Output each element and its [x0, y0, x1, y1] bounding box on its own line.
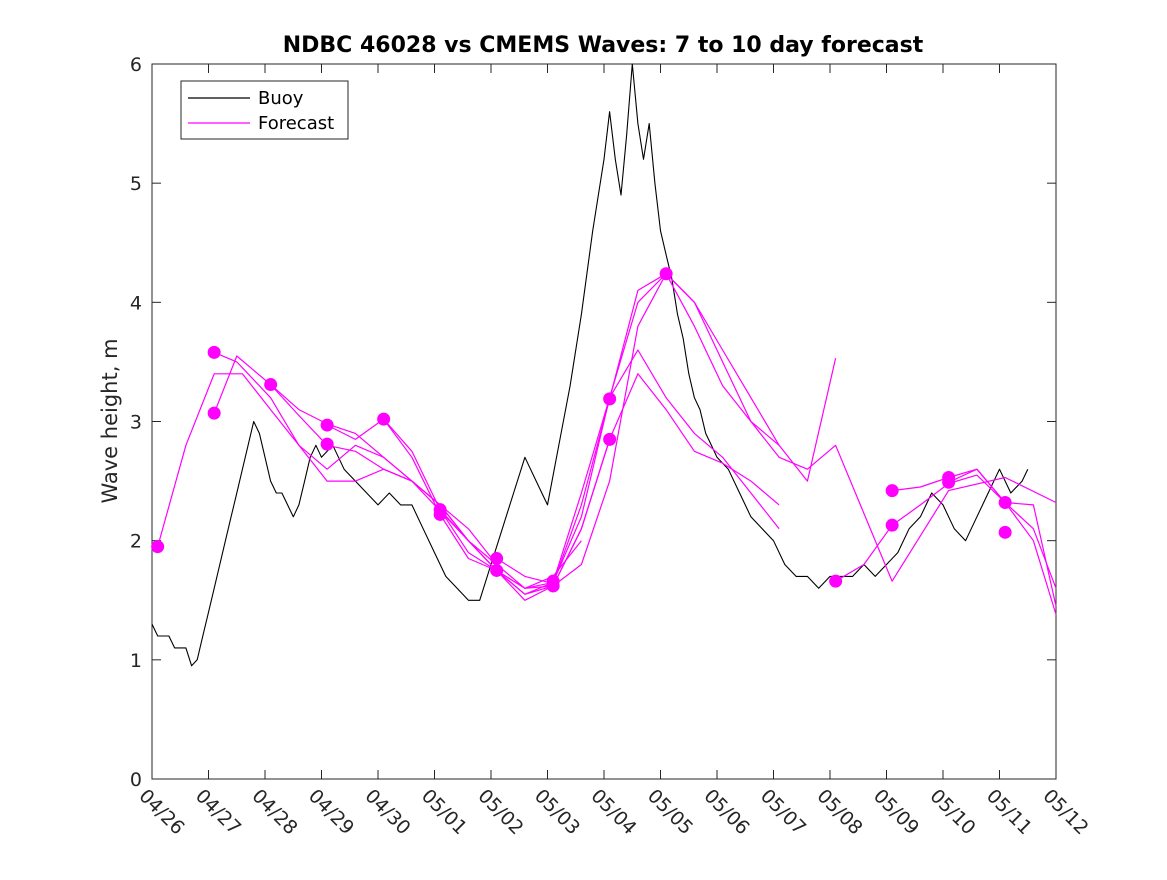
forecast-marker: [885, 484, 899, 498]
forecast-marker: [885, 518, 899, 532]
y-axis-label: Wave height, m: [98, 338, 122, 503]
forecast-marker: [377, 412, 391, 426]
forecast-marker: [320, 418, 334, 432]
forecast-marker: [320, 437, 334, 451]
forecast-series-line: [326, 273, 837, 595]
forecast-marker: [207, 345, 221, 359]
forecast-marker: [151, 540, 165, 554]
y-tick-label: 3: [130, 412, 142, 434]
forecast-marker: [207, 406, 221, 420]
legend: Buoy Forecast: [180, 80, 349, 140]
forecast-marker: [433, 507, 447, 521]
forecast-marker: [998, 496, 1012, 510]
y-tick-label: 0: [130, 769, 142, 791]
forecast-marker: [264, 378, 278, 392]
y-tick-label: 6: [130, 54, 142, 76]
forecast-marker: [603, 392, 617, 406]
forecast-marker: [490, 552, 504, 566]
forecast-marker: [998, 525, 1012, 539]
forecast-marker: [829, 574, 843, 588]
forecast-series-line: [383, 349, 780, 595]
legend-box: [180, 80, 349, 140]
forecast-marker: [603, 432, 617, 446]
forecast-marker: [942, 475, 956, 489]
forecast-marker: [546, 579, 560, 593]
y-tick-label: 1: [130, 650, 142, 672]
y-tick-label: 2: [130, 531, 142, 553]
legend-buoy-label: Buoy: [258, 88, 304, 109]
forecast-marker: [490, 563, 504, 577]
chart-title: NDBC 46028 vs CMEMS Waves: 7 to 10 day f…: [283, 33, 924, 58]
y-tick-label: 4: [130, 292, 142, 314]
legend-forecast-label: Forecast: [258, 113, 334, 134]
forecast-series-line: [496, 273, 1057, 585]
forecast-marker: [659, 267, 673, 281]
y-tick-label: 5: [130, 173, 142, 195]
forecast-series-line: [270, 273, 780, 589]
